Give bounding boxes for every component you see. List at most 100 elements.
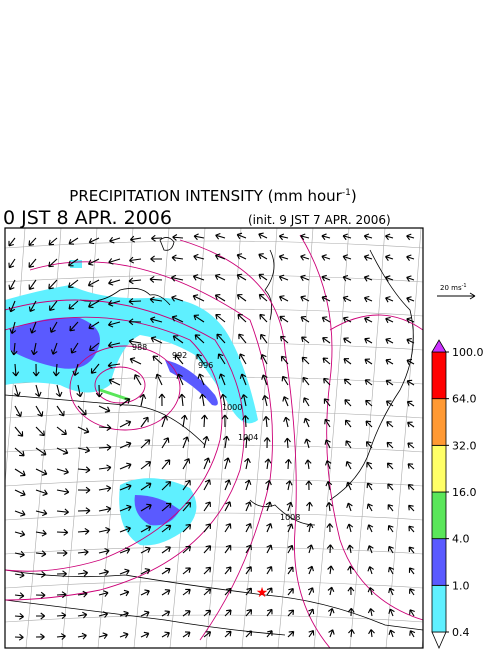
wind-arrow — [245, 587, 252, 596]
contour-label: 1000 — [222, 403, 242, 412]
contour-label: 1004 — [238, 433, 258, 442]
wind-arrow — [161, 437, 170, 449]
wind-arrow — [35, 591, 46, 599]
wind-arrow — [98, 505, 112, 513]
wind-arrow — [388, 566, 395, 575]
wind-arrow — [342, 316, 352, 323]
wind-arrow — [347, 586, 355, 596]
wind-arrow — [245, 501, 252, 512]
wind-arrow — [161, 415, 168, 428]
wind-arrow — [265, 501, 273, 512]
wind-arrow — [386, 421, 394, 428]
wind-arrow — [367, 524, 374, 533]
wind-arrow — [342, 233, 352, 241]
contour-label: 992 — [172, 351, 187, 360]
wind-arrow — [182, 458, 191, 470]
parallel — [5, 444, 423, 453]
wind-arrow — [98, 444, 112, 451]
wind-arrow — [306, 501, 313, 512]
vector-key-arrow — [437, 292, 476, 300]
wind-arrow — [161, 567, 171, 575]
wind-arrow — [245, 609, 253, 617]
colorbar-segment — [431, 351, 447, 400]
wind-arrow — [344, 399, 352, 407]
wind-arrow — [119, 547, 131, 554]
wind-arrow — [152, 355, 163, 365]
wind-arrow — [56, 528, 69, 536]
wind-arrow — [406, 358, 415, 365]
wind-arrow — [287, 566, 294, 575]
wind-arrow — [182, 588, 191, 596]
parallel — [5, 240, 423, 249]
title-end: ) — [351, 187, 357, 205]
parallel — [5, 478, 423, 487]
wind-arrow — [88, 237, 100, 245]
wind-arrow — [140, 546, 151, 554]
wind-arrow — [182, 479, 191, 491]
colorbar-label: 4.0 — [452, 533, 470, 546]
wind-arrow — [387, 504, 394, 512]
wind-arrow — [214, 273, 226, 281]
wind-arrow — [203, 566, 212, 575]
wind-arrow — [343, 337, 352, 344]
wind-arrow — [194, 334, 205, 344]
wind-arrow — [56, 488, 70, 495]
wind-arrow — [279, 335, 289, 344]
wind-arrow — [150, 255, 163, 263]
wind-arrow — [171, 295, 184, 302]
wind-arrow — [161, 546, 171, 554]
wind-arrow — [222, 435, 230, 449]
wind-arrow — [323, 377, 331, 386]
wind-arrow — [325, 481, 333, 491]
wind-arrow — [328, 629, 335, 638]
wind-arrow — [119, 504, 132, 512]
wind-arrow — [128, 318, 142, 326]
wind-arrow — [203, 479, 211, 491]
wind-arrow — [365, 420, 373, 428]
wind-arrow — [98, 405, 111, 413]
wind-arrow — [408, 546, 415, 554]
wind-arrow — [406, 254, 415, 262]
wind-arrow — [161, 610, 171, 617]
wind-arrow — [224, 544, 232, 554]
wind-arrow — [346, 523, 354, 533]
wind-arrow — [326, 523, 334, 533]
wind-arrow — [171, 315, 184, 323]
wind-arrow — [286, 501, 294, 512]
meridian — [241, 228, 278, 648]
wind-arrow — [119, 589, 130, 597]
wind-arrow — [287, 523, 294, 533]
wind-arrow — [203, 588, 212, 596]
wind-arrow — [68, 237, 79, 245]
wind-arrow — [14, 530, 26, 538]
wind-arrow — [193, 253, 205, 261]
wind-arrow — [193, 233, 205, 241]
meridian — [169, 228, 206, 648]
wind-arrow — [342, 295, 352, 303]
wind-arrow — [327, 608, 335, 617]
wind-arrow — [140, 631, 150, 638]
wind-vectors — [8, 232, 416, 641]
wind-arrow — [14, 612, 24, 620]
wind-arrow — [149, 276, 163, 283]
wind-arrow — [347, 607, 355, 617]
wind-arrow — [35, 529, 47, 537]
wind-arrow — [77, 590, 88, 598]
wind-arrow — [408, 567, 415, 575]
wind-arrow — [342, 254, 352, 261]
wind-arrow — [284, 458, 292, 470]
meridian — [313, 228, 350, 648]
wind-arrow — [14, 468, 26, 477]
wind-arrow — [264, 458, 272, 470]
wind-arrow — [363, 295, 373, 303]
wind-arrow — [224, 501, 232, 512]
wind-arrow — [128, 338, 142, 345]
wind-arrow — [197, 373, 205, 386]
wind-arrow — [77, 632, 87, 640]
wind-arrow — [385, 296, 394, 303]
wind-arrow — [49, 321, 58, 333]
contour-label: 996 — [198, 361, 213, 370]
wind-arrow — [14, 426, 24, 437]
wind-arrow — [68, 300, 79, 310]
wind-arrow — [14, 633, 24, 641]
